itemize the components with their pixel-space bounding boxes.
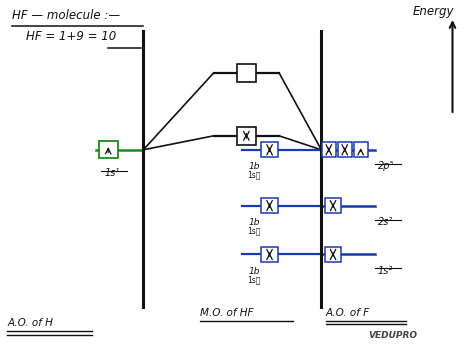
Bar (261, 142, 278, 158)
Bar (261, 198, 278, 213)
Text: 1b: 1b (249, 218, 260, 227)
Text: 1b: 1b (249, 162, 260, 171)
Text: HF = 1+9 = 10: HF = 1+9 = 10 (26, 30, 117, 43)
Text: 1sᵜ: 1sᵜ (247, 226, 261, 236)
Text: 1sᵜ: 1sᵜ (247, 171, 261, 180)
Text: 2s²: 2s² (377, 217, 393, 227)
Text: 1sᵜ: 1sᵜ (247, 275, 261, 284)
Bar (237, 127, 256, 144)
Bar (322, 142, 336, 157)
Bar (325, 198, 341, 213)
Text: 2p⁵: 2p⁵ (377, 161, 394, 171)
Text: A.O. of F: A.O. of F (326, 307, 370, 318)
Text: M.O. of HF: M.O. of HF (200, 307, 253, 318)
Text: 1s¹: 1s¹ (105, 168, 120, 178)
Bar (325, 247, 341, 262)
Text: 1s²: 1s² (377, 266, 393, 276)
Text: A.O. of H: A.O. of H (8, 318, 54, 328)
Text: VEDUPRO: VEDUPRO (368, 331, 417, 340)
Text: HF — molecule :—: HF — molecule :— (12, 9, 120, 22)
Bar (237, 64, 256, 82)
Bar (337, 142, 352, 157)
Text: 1b: 1b (249, 267, 260, 276)
Bar (99, 141, 118, 158)
Bar (261, 247, 278, 262)
Bar (354, 142, 368, 157)
Text: Energy: Energy (413, 5, 454, 18)
